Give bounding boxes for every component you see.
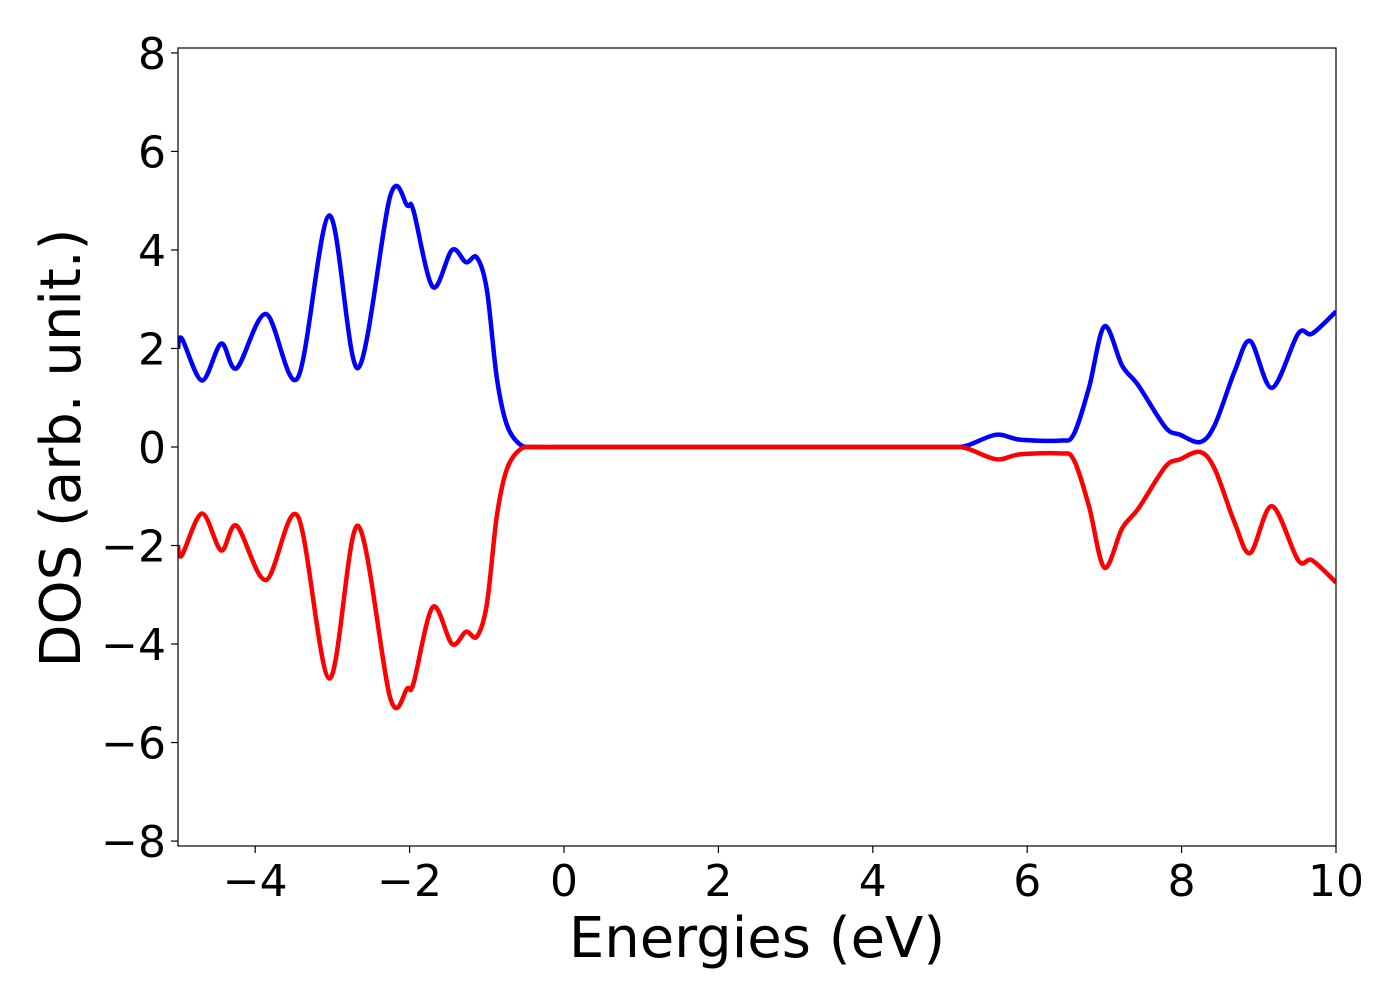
y-tick-label: 8 bbox=[138, 29, 166, 80]
x-tick-label: 8 bbox=[1168, 856, 1196, 907]
y-tick-label: −4 bbox=[101, 620, 166, 671]
x-tick-label: −4 bbox=[223, 856, 288, 907]
y-tick-label: 2 bbox=[138, 324, 166, 375]
x-tick-label: 6 bbox=[1013, 856, 1041, 907]
y-tick-label: 0 bbox=[138, 423, 166, 474]
x-axis-label: Energies (eV) bbox=[569, 906, 945, 971]
x-tick-label: 10 bbox=[1308, 856, 1364, 907]
y-tick-label: −8 bbox=[101, 817, 166, 868]
series-line-spin-down bbox=[178, 444, 1336, 711]
x-tick-label: 4 bbox=[859, 856, 887, 907]
y-tick-label: −2 bbox=[101, 522, 166, 573]
x-tick-label: −2 bbox=[377, 856, 442, 907]
x-tick-label: 0 bbox=[550, 856, 578, 907]
y-axis-label: DOS (arb. unit.) bbox=[29, 228, 94, 667]
x-tick-label: 2 bbox=[704, 856, 732, 907]
y-tick-label: −6 bbox=[101, 719, 166, 770]
y-tick-label: 6 bbox=[138, 127, 166, 178]
y-tick-label: 4 bbox=[138, 226, 166, 277]
series-line-spin-up bbox=[178, 183, 1336, 450]
